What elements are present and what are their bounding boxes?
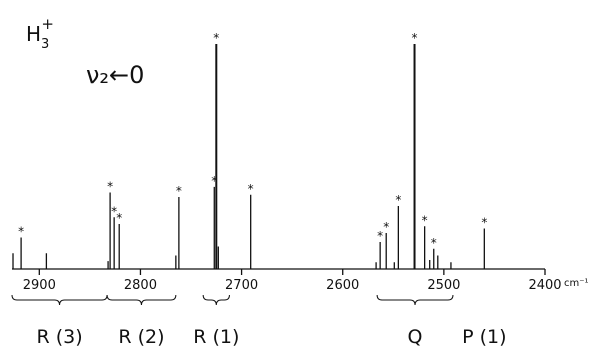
line-marker: * xyxy=(422,213,428,227)
branch-label: P (1) xyxy=(462,326,506,348)
branch-label: R (1) xyxy=(193,326,239,348)
line-marker: * xyxy=(431,236,437,250)
branch-label: R (3) xyxy=(36,326,82,348)
x-tick-label: 2500 xyxy=(427,278,460,293)
branch-brace xyxy=(202,294,230,306)
line-marker: * xyxy=(213,31,219,45)
line-marker: * xyxy=(383,220,389,234)
transition-label: ν₂←0 xyxy=(86,61,144,89)
x-tick-label: 2800 xyxy=(124,278,157,293)
x-axis-ticks: 2900 2800 2700 2600 2500 2400 xyxy=(23,269,562,293)
line-marker: * xyxy=(412,31,418,45)
x-axis-unit: cm⁻¹ xyxy=(564,278,589,289)
line-marker: * xyxy=(395,193,401,207)
line-marker: * xyxy=(176,184,182,198)
spectral-lines: *** ************ xyxy=(12,31,487,269)
line-marker: * xyxy=(211,174,217,188)
branch-label: Q xyxy=(408,326,423,348)
branch-brace xyxy=(376,294,454,306)
x-tick-label: 2600 xyxy=(326,278,359,293)
line-marker: * xyxy=(248,182,254,196)
species-label: H3+ xyxy=(26,15,54,52)
x-tick-label: 2400 xyxy=(528,278,561,293)
line-marker: * xyxy=(18,225,24,239)
branch-braces: R (3) R (2) R (1) Q P (1) xyxy=(11,294,507,348)
x-tick-label: 2900 xyxy=(23,278,56,293)
x-tick-label: 2700 xyxy=(225,278,258,293)
branch-brace xyxy=(106,294,177,306)
line-marker: * xyxy=(116,211,122,225)
line-marker: * xyxy=(377,229,383,243)
line-marker: * xyxy=(111,204,117,218)
branch-brace xyxy=(11,294,108,306)
branch-label: R (2) xyxy=(118,326,164,348)
line-marker: * xyxy=(107,180,113,194)
line-marker: * xyxy=(481,216,487,230)
